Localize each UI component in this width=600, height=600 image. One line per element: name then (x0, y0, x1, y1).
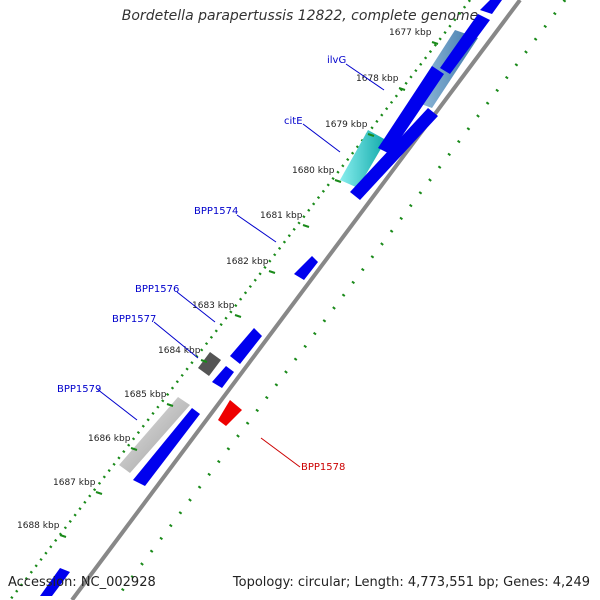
tick-label: 1682 kbp (226, 257, 269, 267)
tick-label: 1685 kbp (124, 390, 167, 400)
tick-label: 1679 kbp (325, 120, 368, 130)
gene-block (440, 14, 490, 74)
tick-label: 1683 kbp (192, 301, 235, 311)
gene-label-BPP1577: BPP1577 (112, 314, 156, 325)
gene-label-BPP1579: BPP1579 (57, 384, 101, 395)
tick-label: 1687 kbp (53, 478, 96, 488)
tick-marks (59, 41, 439, 538)
accession-text: Accession: NC_002928 (8, 575, 156, 590)
tick-label: 1681 kbp (260, 211, 303, 221)
map-title: Bordetella parapertussis 12822, complete… (121, 8, 479, 24)
gene-block (40, 568, 70, 596)
gene-label-ilvG: ilvG (327, 55, 346, 66)
gene-block (230, 328, 262, 364)
gene-block (480, 0, 502, 14)
forward-genes (40, 0, 502, 596)
gene-block (350, 108, 438, 200)
gene-block (378, 66, 444, 154)
gene-block (294, 256, 318, 280)
gene-label-BPP1578: BPP1578 (301, 462, 345, 473)
tick-label: 1678 kbp (356, 74, 399, 84)
gene-block (212, 366, 234, 388)
gene-citE-highlight (340, 130, 386, 188)
tick-label: 1688 kbp (17, 521, 60, 531)
gene-BPP1577-gray (198, 352, 221, 376)
gene-label-citE: citE (284, 116, 303, 127)
gene-labels: ilvG citE BPP1574 BPP1576 BPP1577 BPP157… (57, 55, 385, 473)
tick-label: 1680 kbp (292, 166, 335, 176)
gc-track-inner (9, 0, 471, 600)
gene-label-BPP1576: BPP1576 (135, 284, 179, 295)
gene-block (133, 408, 200, 486)
tick-label: 1677 kbp (389, 28, 432, 38)
gc-track-outer (113, 0, 567, 600)
genome-backbone (70, 0, 522, 600)
genome-summary-text: Topology: circular; Length: 4,773,551 bp… (232, 575, 590, 590)
gene-label-BPP1574: BPP1574 (194, 206, 238, 217)
tick-labels: 1677 kbp 1678 kbp 1679 kbp 1680 kbp 1681… (17, 28, 432, 531)
gene-BPP1579-highlight (119, 397, 190, 473)
tick-label: 1686 kbp (88, 434, 131, 444)
tick-label: 1684 kbp (158, 346, 201, 356)
gene-BPP1578-block (218, 400, 242, 426)
